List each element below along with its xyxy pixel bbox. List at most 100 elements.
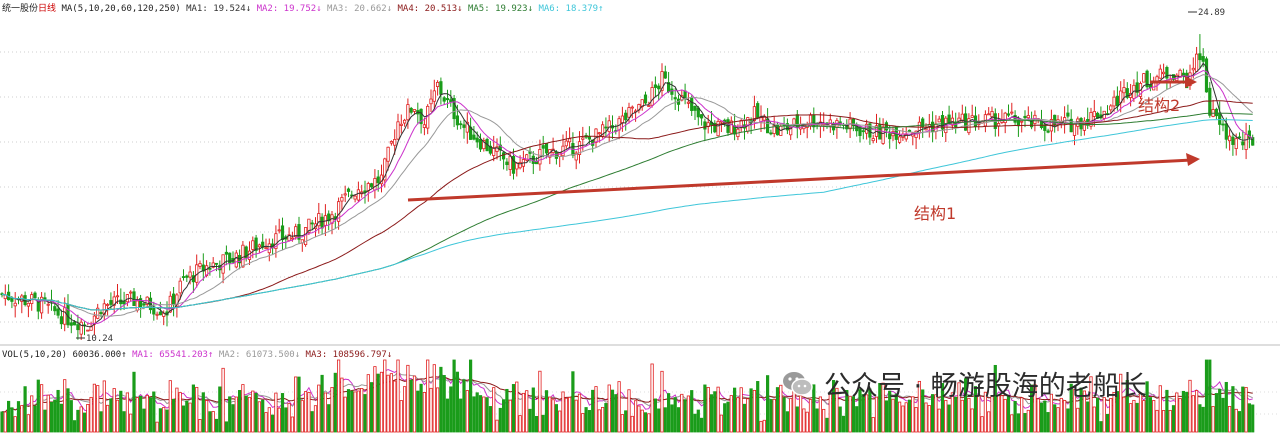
- volume-bar: [1033, 384, 1037, 433]
- volume-bar: [805, 411, 809, 433]
- volume-bar: [594, 386, 598, 433]
- candle-body: [228, 252, 232, 264]
- volume-bar: [99, 411, 103, 433]
- volume-bar: [472, 396, 476, 433]
- volume-bar: [624, 410, 628, 433]
- volume-bar: [36, 379, 40, 433]
- candle-body: [1092, 111, 1096, 117]
- volume-bar: [1016, 413, 1021, 433]
- candle-body: [1231, 136, 1235, 145]
- volume-bar: [343, 396, 347, 433]
- candle-body: [455, 115, 460, 126]
- volume-bar: [983, 391, 988, 433]
- volume-bar: [729, 395, 733, 433]
- candle-body: [178, 280, 182, 294]
- candle-body: [937, 118, 941, 123]
- candle-body: [511, 155, 516, 174]
- volume-bar: [96, 385, 100, 433]
- volume-bar: [145, 394, 149, 433]
- volume-bar: [1142, 400, 1146, 433]
- candle-body: [647, 105, 651, 107]
- candle-body: [1247, 130, 1251, 139]
- candle-body: [383, 158, 387, 181]
- candle-body: [109, 300, 113, 305]
- volume-bar: [247, 396, 252, 433]
- volume-bar: [294, 376, 298, 433]
- candle-body: [888, 133, 892, 140]
- candle-body: [412, 109, 417, 112]
- volume-bar: [307, 392, 311, 433]
- volume-bar: [53, 399, 57, 433]
- volume-bar: [904, 402, 908, 433]
- volume-bar: [693, 413, 697, 433]
- candle-body: [970, 115, 974, 118]
- volume-bar: [680, 393, 684, 433]
- volume-bar: [950, 392, 955, 433]
- candle-body: [1171, 74, 1176, 80]
- wechat-icon: [783, 371, 813, 396]
- volume-bar: [894, 393, 898, 433]
- candle-body: [211, 262, 215, 268]
- volume-bar: [647, 413, 651, 433]
- volume-bar: [548, 396, 552, 433]
- volume-bar: [303, 391, 308, 433]
- candle-body: [1122, 87, 1126, 94]
- volume-bar: [571, 371, 575, 433]
- ma6-value: MA6: 18.379↑: [538, 4, 604, 14]
- volume-bar: [756, 381, 760, 433]
- volume-bar: [1010, 414, 1014, 433]
- volume-bar: [742, 403, 747, 433]
- volume-bar: [525, 390, 529, 433]
- volume-bar: [960, 399, 964, 433]
- volume-bar: [657, 408, 661, 433]
- volume-bar: [1251, 404, 1255, 433]
- vol-label: VOL(5,10,20): [2, 350, 68, 360]
- volume-bar: [1072, 389, 1077, 433]
- candle-body: [376, 176, 380, 184]
- volume-bar: [33, 405, 37, 433]
- volume-bar: [917, 380, 922, 433]
- candle-body: [505, 161, 509, 166]
- volume-bar: [1049, 393, 1053, 433]
- candle-body: [700, 114, 704, 119]
- volume-bar: [346, 389, 351, 433]
- volume-bar: [66, 388, 70, 433]
- volume-bar: [614, 394, 618, 433]
- volume-bar: [970, 408, 974, 433]
- candle-body: [733, 125, 737, 135]
- volume-bar: [1039, 402, 1044, 433]
- candle-body: [185, 275, 189, 278]
- candle-body: [73, 321, 77, 326]
- candle-body: [515, 162, 519, 170]
- candle-body: [607, 120, 611, 133]
- candle-body: [693, 106, 697, 111]
- volume-bar: [766, 375, 770, 433]
- structure1-label: 结构1: [914, 204, 956, 223]
- volume-bar: [498, 407, 502, 433]
- volume-bar: [1158, 385, 1162, 433]
- volume-bar: [789, 398, 793, 433]
- structure2-arrowhead: [1185, 76, 1197, 88]
- candle-body: [482, 140, 486, 150]
- volume-bar: [313, 405, 318, 433]
- candle-body: [488, 145, 493, 154]
- volume-bar: [551, 399, 555, 433]
- volume-bar: [138, 395, 143, 433]
- volume-bar: [300, 400, 304, 433]
- volume-bar: [858, 389, 862, 433]
- candle-body: [307, 218, 311, 233]
- candle-body: [26, 302, 31, 307]
- candle-body: [432, 90, 436, 102]
- candle-body: [861, 130, 865, 133]
- candle-body: [13, 302, 17, 307]
- candle-body: [1221, 123, 1225, 126]
- volume-bar: [459, 398, 463, 433]
- candle-body: [1195, 53, 1199, 72]
- candle-body: [525, 154, 529, 161]
- candle-body: [769, 132, 773, 135]
- candle-body: [756, 103, 760, 119]
- volume-bar: [1231, 386, 1235, 433]
- volume-bar: [330, 387, 334, 433]
- candle-body: [1026, 115, 1030, 119]
- candle-body: [739, 120, 743, 129]
